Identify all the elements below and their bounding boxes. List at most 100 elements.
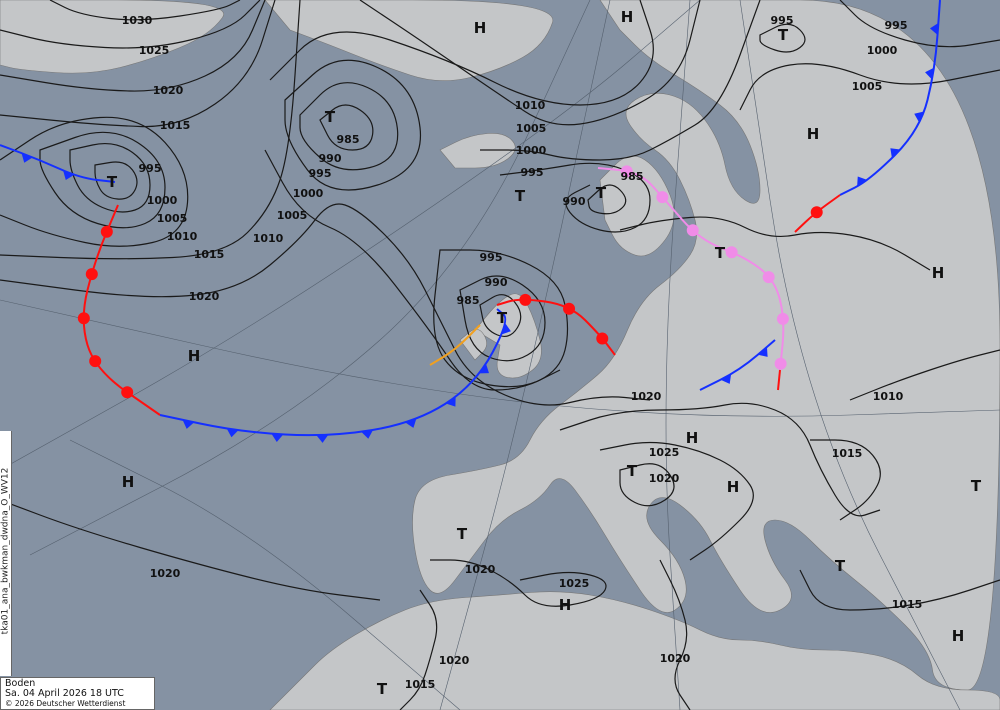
isobar-label: 990: [485, 276, 508, 289]
isobar-label: 1020: [631, 390, 662, 403]
isobar-label: 990: [319, 152, 342, 165]
isobar: [839, 0, 1000, 48]
isobar: [399, 589, 438, 710]
isobar: [0, 116, 189, 247]
low-pressure-center: T: [835, 557, 846, 575]
isobar: [759, 23, 806, 53]
isobar-label: 1005: [852, 80, 883, 93]
high-pressure-center: H: [474, 19, 487, 37]
isobar: [479, 294, 522, 338]
isobar-label: 995: [885, 19, 908, 32]
low-pressure-center: T: [715, 244, 726, 262]
isobar-label: 1005: [516, 122, 547, 135]
fronts: [0, 0, 941, 443]
grid-line: [439, 0, 611, 710]
occlusion-front-symbol: [686, 224, 699, 237]
low-pressure-center: T: [377, 680, 388, 698]
high-pressure-center: H: [807, 125, 820, 143]
cold-front: [699, 339, 776, 391]
landmass: [0, 0, 224, 74]
occlusion-front-symbol: [762, 271, 775, 284]
cold-front-symbol: [757, 346, 768, 357]
isobar-label: 995: [771, 14, 794, 27]
isobar-label: 1020: [439, 654, 470, 667]
low-pressure-center: T: [325, 108, 336, 126]
isobar: [0, 0, 261, 49]
warm-front-symbol: [100, 225, 113, 238]
occlusion-front-symbol: [774, 357, 787, 370]
isobar-label: 1015: [892, 598, 923, 611]
isobar-label: 1015: [194, 248, 225, 261]
cold-front-symbol: [720, 374, 732, 384]
warm-front-symbol: [85, 268, 98, 281]
isobar-label: 990: [563, 195, 586, 208]
landmass: [439, 132, 516, 169]
isobar-label: 1030: [122, 14, 153, 27]
grid-line: [69, 439, 461, 710]
isobar: [659, 559, 691, 710]
isobar-label: 1000: [867, 44, 898, 57]
cold-front-symbol: [316, 434, 329, 443]
grid-line: [0, 299, 1000, 417]
landmass: [412, 0, 1000, 691]
isobar: [0, 499, 381, 601]
isobar-label: 1020: [150, 567, 181, 580]
grid-line: [665, 0, 691, 710]
cold-front-symbol: [63, 170, 75, 181]
isobar-label: 1005: [277, 209, 308, 222]
warm-front-symbol: [563, 302, 576, 315]
isobar-label: 1000: [147, 194, 178, 207]
isobar: [69, 142, 151, 213]
low-pressure-center: T: [596, 184, 607, 202]
trough-line: [429, 324, 481, 366]
low-pressure-center: T: [107, 173, 118, 191]
legend-date: Sa. 04 April 2026 18 UTC: [5, 688, 124, 699]
isobar: [619, 216, 931, 271]
isobar: [0, 0, 301, 260]
isobar-label: 1015: [405, 678, 436, 691]
product-id-strip: tka01_ana_bwkman_dwdna_O_WV12: [0, 431, 12, 676]
warm-front-symbol: [596, 332, 609, 345]
isobar-label: 1000: [516, 144, 547, 157]
low-pressure-center: T: [778, 26, 789, 44]
cold-front-symbol: [21, 153, 33, 163]
warm-front: [82, 204, 161, 416]
isobar: [0, 0, 266, 92]
cold-front-symbol: [405, 418, 417, 428]
cold-front-symbol: [182, 419, 195, 429]
product-id: tka01_ana_bwkman_dwdna_O_WV12: [0, 467, 11, 635]
isobar-label: 1020: [660, 652, 691, 665]
warm-front-symbol: [77, 312, 90, 325]
isobar: [39, 131, 166, 229]
isobar-label: 1010: [253, 232, 284, 245]
isobar-label: 1020: [649, 472, 680, 485]
low-pressure-center: T: [627, 462, 638, 480]
cold-front: [0, 144, 116, 183]
isobar: [299, 82, 399, 171]
isobar: [359, 0, 701, 126]
isobar-label: 1025: [139, 44, 170, 57]
isobar: [264, 149, 561, 391]
occlusion-front-symbol: [776, 312, 789, 325]
cold-front-symbol: [929, 22, 939, 35]
isobar-label: 995: [521, 166, 544, 179]
landmass: [599, 155, 675, 257]
cold-front-symbol: [445, 396, 456, 407]
cold-front: [839, 0, 941, 196]
isobar-label: 1010: [167, 230, 198, 243]
cold-front-symbol: [478, 363, 489, 374]
low-pressure-center: T: [515, 187, 526, 205]
isobar-label: 1010: [515, 99, 546, 112]
isobar-label: 995: [309, 167, 332, 180]
isobar: [810, 439, 881, 521]
cold-front-symbol: [925, 67, 934, 80]
occlusion-front-symbol: [656, 191, 669, 204]
cold-front-symbol: [226, 428, 239, 438]
map-legend: Boden Sa. 04 April 2026 18 UTC © 2026 De…: [0, 677, 155, 710]
low-pressure-center: T: [457, 525, 468, 543]
isobar-label: 1015: [832, 447, 863, 460]
isobar: [739, 63, 1000, 111]
